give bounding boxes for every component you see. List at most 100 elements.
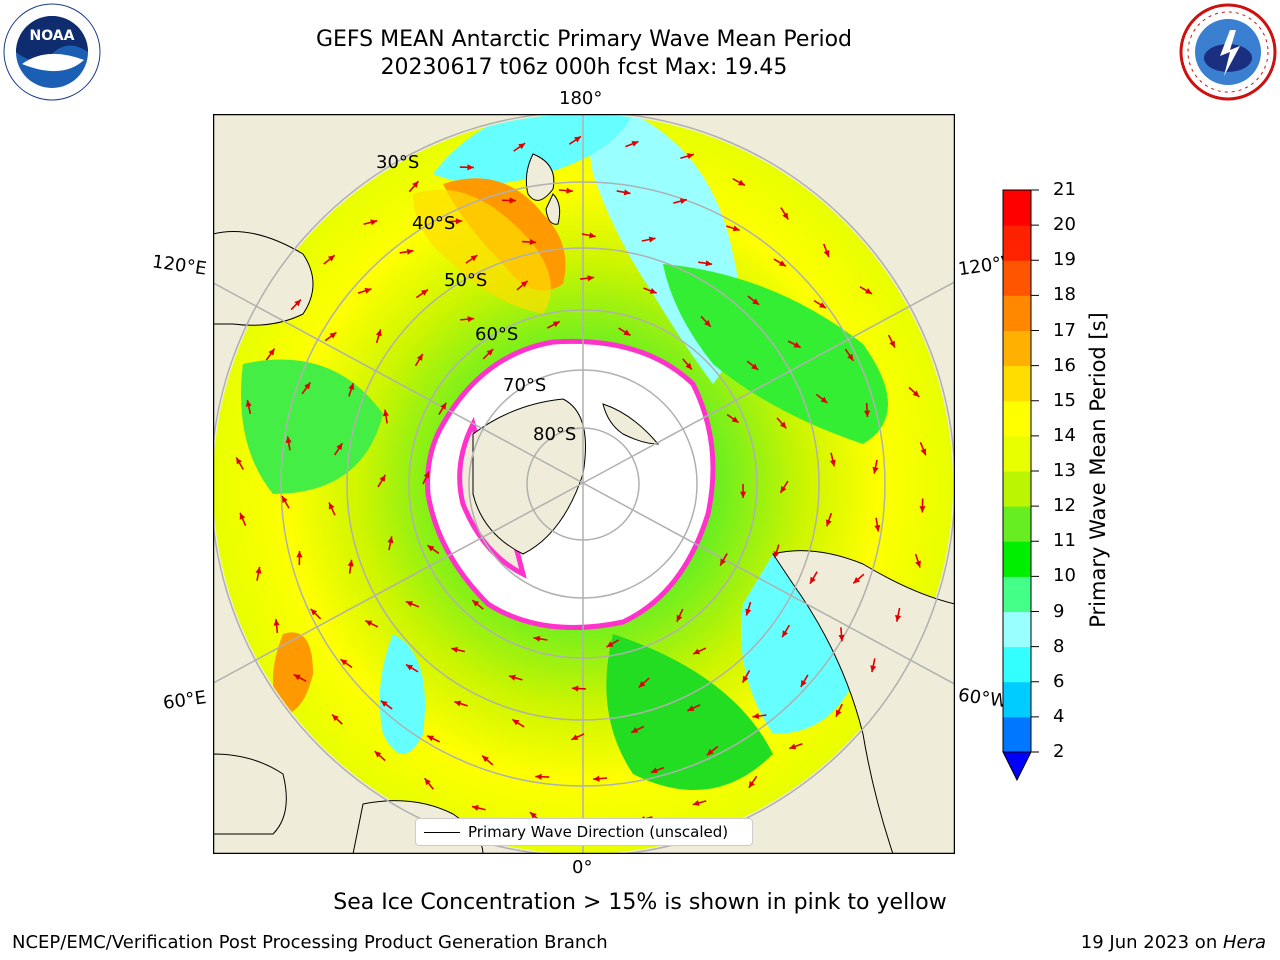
wave-arrow-head [631, 727, 639, 733]
chart-title: GEFS MEAN Antarctic Primary Wave Mean Pe… [315, 27, 853, 52]
wave-arrow-head [533, 635, 541, 642]
period-green-atlantic [606, 634, 773, 790]
wave-arrow-head [649, 288, 657, 294]
wave-arrow-head [255, 566, 262, 574]
wave-arrow-head [685, 362, 692, 370]
wave-arrow-head [405, 601, 413, 607]
wave-arrow-head [380, 700, 388, 707]
wave-arrow-head [574, 136, 581, 143]
wave-arrow-head [387, 536, 394, 544]
colorbar-cell [1003, 681, 1031, 718]
wave-arrow-head [789, 743, 797, 750]
colorbar-cell [1003, 190, 1031, 226]
wave-arrow-head [687, 705, 695, 711]
colorbar-cell [1003, 435, 1031, 472]
wave-arrow-head [304, 382, 311, 390]
wave-arrow-head [676, 614, 683, 622]
wave-arrow-head [864, 410, 871, 417]
wave-arrow-head [440, 402, 447, 410]
wave-arrow-head [745, 608, 752, 616]
lat-label-50s: 50°S [444, 270, 488, 291]
wave-arrow-head [778, 260, 786, 267]
antarctica-peninsula [602, 403, 660, 445]
sea-ice-note: Sea Ice Concentration > 15% is shown in … [333, 890, 947, 915]
wave-arrow-head [472, 600, 480, 607]
wave-arrow-head [268, 348, 275, 356]
wave-arrow-head [379, 474, 386, 482]
footer-date-text: 19 Jun 2023 on [1080, 932, 1223, 953]
wave-arrow-head [588, 232, 596, 239]
wave-arrow-head [470, 255, 478, 262]
wave-arrow-head [566, 187, 573, 194]
colorbar-tick-label: 19 [1053, 249, 1076, 271]
wave-arrow-head [809, 576, 816, 584]
wave-arrow-head [329, 332, 337, 339]
colorbar [1002, 189, 1039, 782]
wave-arrow-head [529, 238, 537, 246]
wave-arrow-head [365, 620, 373, 627]
wave-arrow-head [748, 780, 755, 788]
colorbar-tick-label: 20 [1053, 214, 1076, 236]
wave-arrow-head [508, 674, 516, 681]
wave-arrow-head [285, 436, 292, 444]
wave-arrow-head [704, 320, 711, 327]
wave-arrow-head [915, 560, 921, 568]
south-america-land [772, 550, 955, 854]
wave-arrow-head [451, 646, 459, 653]
lat-label-80s: 80°S [533, 424, 577, 445]
wave-arrow-head [731, 416, 739, 423]
wave-direction-arrows [235, 135, 927, 832]
wave-arrow-head [471, 804, 479, 811]
wave-arrow-head [820, 396, 828, 403]
colorbar-tick-label: 12 [1053, 495, 1076, 517]
wave-arrow-head [571, 734, 579, 740]
colorbar-tick-label: 9 [1053, 600, 1065, 622]
wave-arrow-head [416, 353, 423, 361]
wave-arrow-head [825, 519, 832, 527]
wave-arrow-head [874, 524, 881, 532]
wave-arrow-head [800, 679, 807, 687]
wave-arrow-head [782, 630, 789, 638]
colorbar-tick-label: 10 [1053, 565, 1076, 587]
wave-arrow-head [705, 260, 713, 267]
colorbar-cell [1003, 716, 1031, 753]
colorbar-tick-label: 6 [1053, 670, 1065, 692]
colorbar-cell [1003, 260, 1031, 296]
new-zealand-land [525, 153, 561, 225]
graticule [213, 114, 955, 854]
wave-arrow-head [692, 799, 700, 806]
wave-arrow-head [853, 576, 861, 584]
north-land-right [773, 114, 955, 234]
lat-label-60s: 60°S [475, 324, 519, 345]
wave-arrow-head [310, 608, 318, 616]
wave-arrow-head [405, 664, 413, 671]
wave-arrow-head [509, 197, 517, 204]
wave-arrow-head [623, 329, 631, 336]
wave-arrow-head [650, 767, 658, 774]
wave-arrow-head [520, 280, 528, 288]
colorbar-cell [1003, 400, 1031, 437]
colorbar-label: Primary Wave Mean Period [s] [1086, 312, 1110, 628]
wave-arrow-head [835, 709, 842, 717]
period-cyan-southafrica [379, 634, 425, 754]
colorbar-under-triangle [1002, 751, 1032, 782]
wave-arrow-head [889, 340, 895, 348]
wave-arrow-head [552, 321, 560, 328]
lat-label-30s: 30°S [376, 152, 420, 173]
wave-arrow-head [912, 390, 920, 397]
wave-arrow-head [648, 236, 656, 243]
wave-arrow-head [686, 153, 694, 160]
wave-arrow-head [793, 341, 801, 348]
wave-arrow-head [336, 443, 343, 451]
colorbar-cell [1003, 365, 1031, 402]
wave-arrow-head [296, 550, 303, 558]
north-land-left [213, 114, 463, 149]
colorbar-cell [1003, 541, 1031, 577]
footer-host: Hera [1222, 932, 1266, 953]
wave-arrow-head [370, 219, 378, 226]
wave-arrow-head [865, 288, 873, 294]
wave-arrow-head [720, 558, 726, 566]
wave-arrow-head [332, 714, 339, 722]
noaa-logo: NOAA [3, 3, 101, 101]
wave-arrow-head [571, 685, 579, 692]
